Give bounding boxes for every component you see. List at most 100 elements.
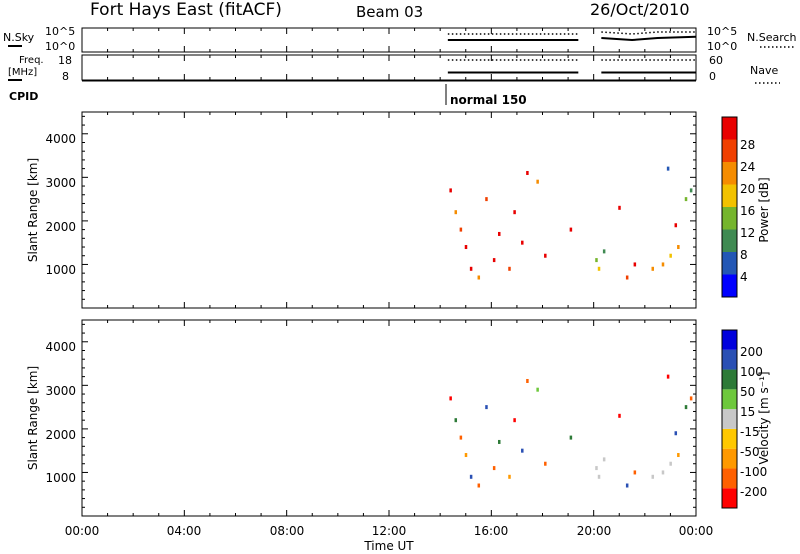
- velocity-point: [544, 461, 547, 466]
- velocity-cbar-swatch: [722, 468, 737, 489]
- power-cbar-tick-4: 4: [740, 270, 748, 284]
- cpid-row: CPID normal 150: [9, 80, 696, 107]
- velocity-point: [689, 396, 693, 401]
- power-point: [651, 266, 655, 271]
- velocity-ytick-1000: 1000: [45, 471, 76, 485]
- power-cbar-tick-12: 12: [740, 226, 755, 240]
- nsky-tick-bottom: 10^0: [45, 40, 75, 53]
- velocity-point: [459, 435, 463, 440]
- power-point: [459, 227, 463, 232]
- power-cbar-swatch: [722, 207, 737, 230]
- power-point: [666, 166, 670, 171]
- power-cbar-swatch: [722, 184, 737, 207]
- velocity-point: [674, 431, 678, 436]
- power-ytick-3000: 3000: [45, 176, 76, 190]
- xtick-1600: 16:00: [474, 524, 509, 538]
- power-cbar-tick-8: 8: [740, 248, 748, 262]
- power-cbar-tick-20: 20: [740, 182, 755, 196]
- velocity-cbar-label: Velocity [m s⁻¹]: [757, 371, 771, 464]
- power-point: [508, 266, 511, 271]
- nave-tick-top: 60: [709, 54, 723, 67]
- power-point: [625, 275, 629, 280]
- power-point: [492, 258, 496, 263]
- velocity-cbar-tick-minus100: -100: [740, 465, 767, 479]
- velocity-cbar-tick-minus15: -15: [740, 425, 760, 439]
- velocity-point: [602, 457, 606, 462]
- velocity-point: [669, 461, 672, 466]
- velocity-panel: Slant Range [km] 1000 2000 3000 4000 200…: [26, 319, 771, 517]
- nsearch-tick-bottom: 10^0: [707, 40, 737, 53]
- date-title: 26/Oct/2010: [590, 0, 690, 19]
- power-point: [526, 170, 529, 175]
- nsky-label: N.Sky: [3, 31, 35, 44]
- freq-tick-top: 18: [58, 54, 72, 67]
- cpid-label: CPID: [9, 90, 38, 103]
- power-point: [669, 253, 672, 258]
- power-point: [477, 275, 481, 280]
- velocity-point: [666, 374, 670, 379]
- velocity-point: [625, 483, 629, 488]
- xtick-0400: 04:00: [167, 524, 202, 538]
- time-ticks-panel-1: [81, 55, 697, 80]
- power-point: [689, 188, 693, 193]
- velocity-point: [449, 396, 452, 401]
- power-cbar-swatch: [722, 252, 737, 275]
- noise-panel: N.Sky 10^5 10^0 10^5 10^0 N.Search: [3, 25, 797, 53]
- velocity-point: [454, 418, 458, 423]
- power-point: [536, 179, 539, 184]
- xtick-0800: 08:00: [270, 524, 305, 538]
- xtick-0000: 00:00: [65, 524, 100, 538]
- velocity-colorbar: 200 100 50 15 -15 -50 -100 -200 Velocity…: [721, 329, 771, 509]
- power-ytick-1000: 1000: [45, 263, 76, 277]
- power-ylabel: Slant Range [km]: [26, 158, 40, 262]
- power-cbar-swatch: [722, 229, 737, 252]
- freq-label: Freq.: [19, 55, 44, 66]
- velocity-cbar-swatch: [722, 409, 737, 429]
- velocity-point: [597, 474, 601, 479]
- velocity-point: [521, 448, 524, 453]
- xtick-2400: 00:00: [679, 524, 714, 538]
- power-point: [661, 262, 665, 267]
- power-point: [498, 231, 501, 236]
- power-point: [521, 240, 524, 245]
- power-cbar-label: Power [dB]: [757, 177, 771, 242]
- power-cbar-tick-28: 28: [740, 138, 755, 152]
- power-colorbar: 28 24 20 16 12 8 4 Power [dB]: [721, 116, 771, 298]
- velocity-cbar-swatch: [722, 349, 737, 370]
- power-point: [633, 262, 637, 267]
- xtick-1200: 12:00: [372, 524, 407, 538]
- velocity-point: [536, 387, 539, 392]
- power-point: [544, 253, 547, 258]
- cpid-mode: normal 150: [450, 93, 527, 107]
- velocity-point: [651, 474, 655, 479]
- power-ytick-2000: 2000: [45, 220, 76, 234]
- velocity-cbar-tick-200: 200: [740, 345, 763, 359]
- velocity-ytick-3000: 3000: [45, 384, 76, 398]
- power-cbar-swatch: [722, 162, 737, 185]
- nsearch-label: N.Search: [747, 31, 797, 44]
- power-point: [684, 197, 688, 202]
- noise-line-N.Sky: [601, 35, 697, 42]
- power-point: [602, 249, 606, 254]
- power-cbar-swatch: [722, 274, 737, 297]
- velocity-point: [595, 466, 598, 471]
- power-ytick-4000: 4000: [45, 132, 76, 146]
- power-point: [449, 188, 452, 193]
- velocity-point: [684, 405, 688, 410]
- station-title: Fort Hays East (fitACF): [90, 0, 282, 20]
- x-axis-label: Time UT: [363, 539, 414, 553]
- velocity-cbar-swatch: [722, 488, 737, 508]
- power-point: [595, 258, 598, 263]
- velocity-cbar-swatch: [722, 428, 737, 449]
- power-point: [677, 245, 680, 250]
- power-cbar-tick-24: 24: [740, 160, 755, 174]
- time-ticks-panel-2: [81, 112, 697, 308]
- range-ticks-panel-0: [82, 115, 696, 309]
- mhz-label: [MHz]: [8, 67, 37, 78]
- velocity-point: [661, 470, 665, 475]
- velocity-point: [513, 418, 516, 423]
- power-point: [469, 266, 473, 271]
- noise-line-N.Search: [601, 31, 696, 35]
- power-point: [485, 197, 488, 202]
- velocity-cbar-swatch: [722, 369, 737, 390]
